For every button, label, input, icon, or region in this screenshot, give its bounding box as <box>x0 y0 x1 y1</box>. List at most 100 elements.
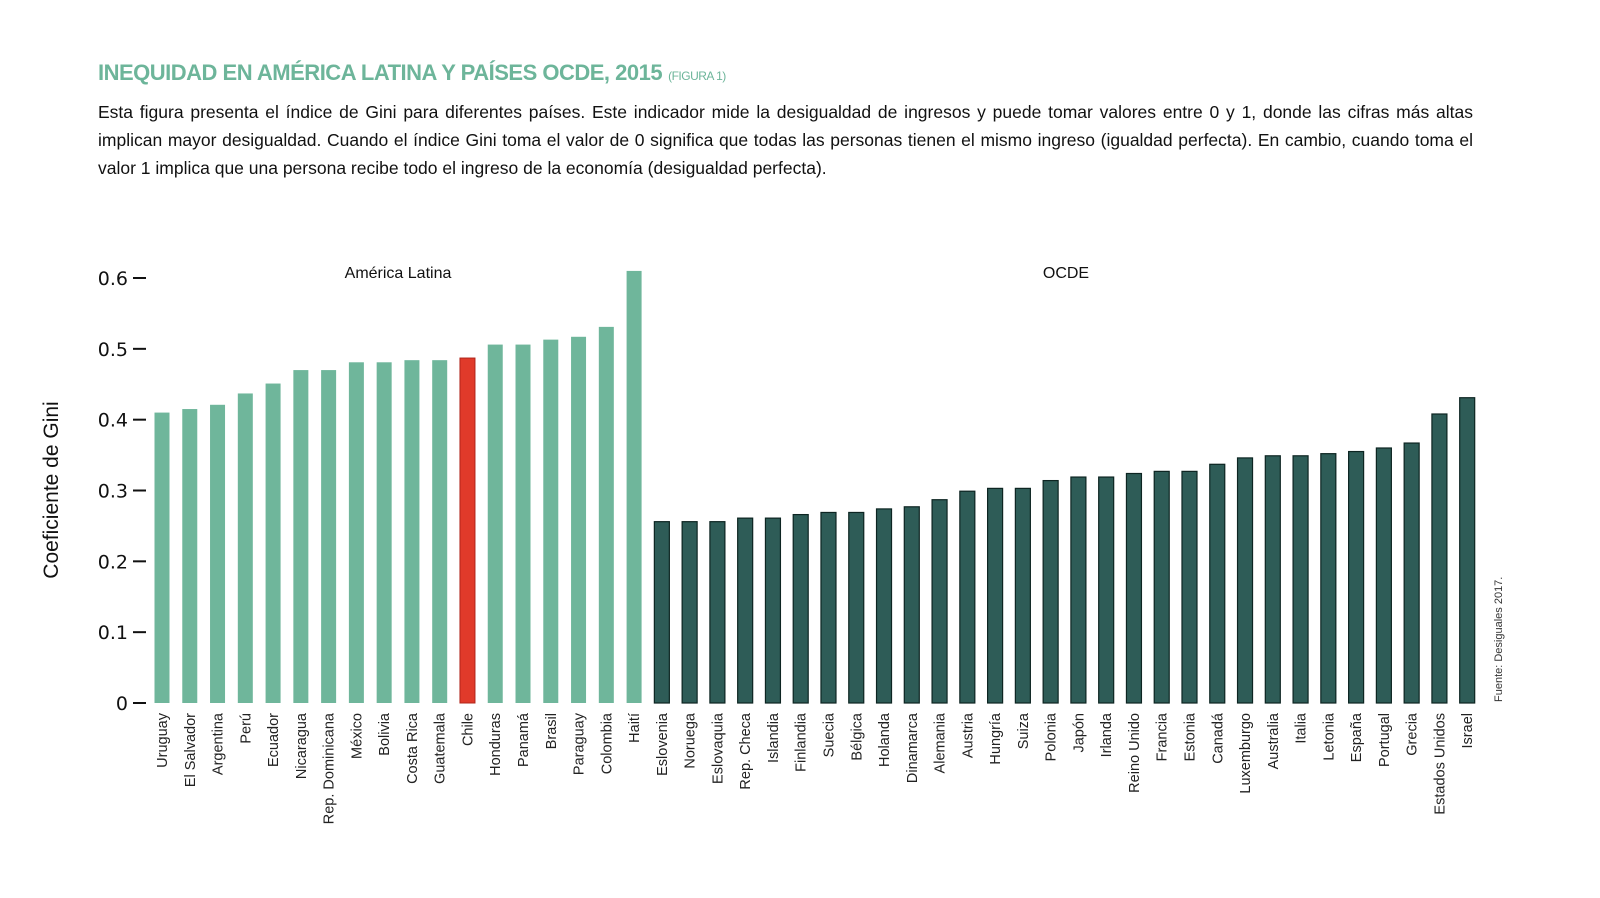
x-tick-label: Letonia <box>1321 712 1337 761</box>
x-tick-label: Japón <box>1071 713 1087 753</box>
x-tick-label: Canadá <box>1210 712 1226 764</box>
bar-islandia <box>764 517 782 704</box>
x-tick-label: Argentina <box>211 712 227 775</box>
x-tick-label: Polonia <box>1044 712 1060 761</box>
x-tick-label: Portugal <box>1377 713 1393 767</box>
x-tick-label: Bolivia <box>377 712 393 756</box>
bar-eslovaquia <box>709 521 726 704</box>
bar-argentina <box>210 404 226 703</box>
bar-reino-unido <box>1125 472 1143 704</box>
x-tick-label: Alemania <box>933 712 949 773</box>
bar-espa-a <box>1348 450 1365 704</box>
bar-dinamarca <box>903 506 920 704</box>
bar-rep-dominicana <box>321 370 337 703</box>
x-tick-label: Estados Unidos <box>1432 713 1448 815</box>
bar-estonia <box>1181 470 1198 704</box>
x-tick-label: Eslovaquia <box>710 712 726 784</box>
chart-title: INEQUIDAD EN AMÉRICA LATINA Y PAÍSES OCD… <box>98 60 726 86</box>
bar-honduras <box>487 344 503 703</box>
bar-australia <box>1264 455 1281 704</box>
bars <box>154 270 1476 704</box>
bar-francia <box>1153 470 1170 704</box>
bar-nicaragua <box>293 370 309 703</box>
x-tick-label: Chile <box>460 713 476 746</box>
x-tick-label: Brasil <box>544 713 560 749</box>
x-tick-label: Honduras <box>488 713 504 776</box>
x-tick-label: Eslovenia <box>655 712 671 776</box>
x-tick-label: Noruega <box>683 712 699 769</box>
group-label-ocde: OCDE <box>1043 265 1089 282</box>
x-tick-label: Perú <box>238 713 254 744</box>
x-tick-label: Nicaragua <box>294 712 310 779</box>
bar-chile <box>459 357 476 704</box>
bar-bolivia <box>376 362 392 703</box>
x-tick-label: Panamá <box>516 712 532 767</box>
x-tick-label: Austria <box>960 712 976 758</box>
x-axis-labels: Uruguay El Salvador Argentina Perú Ecuador Ni… <box>155 712 1476 824</box>
x-tick-label: Rep. Checa <box>738 712 754 790</box>
bar-suecia <box>820 511 837 704</box>
bar-hungr-a <box>986 487 1004 704</box>
x-tick-label: Paraguay <box>572 712 588 775</box>
bar-finlandia <box>792 513 809 704</box>
bar-grecia <box>1403 442 1420 704</box>
bar-estados-unidos <box>1431 413 1448 704</box>
x-tick-label: Israel <box>1460 713 1476 748</box>
x-tick-label: Italia <box>1294 712 1310 744</box>
bar-noruega <box>681 521 698 704</box>
x-tick-label: Bélgica <box>849 712 865 760</box>
bar-luxemburgo <box>1236 457 1254 704</box>
x-tick-label: Holanda <box>877 712 893 767</box>
x-tick-label: Luxemburgo <box>1238 713 1254 794</box>
bar-alemania <box>931 499 948 704</box>
bar-canad- <box>1209 463 1226 704</box>
bar-el-salvador <box>182 409 198 703</box>
x-tick-label: Haití <box>627 713 643 743</box>
bar-letonia <box>1320 453 1337 704</box>
x-tick-label: Estonia <box>1182 712 1198 761</box>
bar-irlanda <box>1098 476 1115 704</box>
x-tick-label: Rep. Dominicana <box>322 712 338 824</box>
bar-israel <box>1459 397 1476 704</box>
x-tick-label: Finlandia <box>794 712 810 772</box>
x-tick-label: Grecia <box>1405 712 1421 756</box>
bar-per- <box>237 393 253 703</box>
group-labels: América Latina OCDE <box>345 265 1089 282</box>
bar-hait- <box>626 270 642 703</box>
bar-jap-n <box>1070 476 1087 704</box>
x-tick-label: Islandia <box>766 712 782 763</box>
bar-panam- <box>515 344 531 703</box>
y-tick-label: 0.5 <box>98 339 128 361</box>
x-tick-label: Costa Rica <box>405 712 421 784</box>
bar-costa-rica <box>404 360 420 703</box>
bar-portugal <box>1375 447 1392 704</box>
bar-brasil <box>543 339 559 703</box>
figure-tag: (FIGURA 1) <box>668 69 726 83</box>
x-tick-label: Suecia <box>821 712 837 757</box>
y-tick-label: 0.3 <box>98 481 128 503</box>
y-axis: 0 0.1 0.2 0.3 0.4 0.5 0.6 <box>98 268 146 715</box>
bar-ecuador <box>265 383 281 703</box>
x-tick-label: México <box>349 713 365 759</box>
source-note: Fuente: Desiguales 2017. <box>1493 577 1505 702</box>
chart-description: Esta figura presenta el índice de Gini p… <box>98 102 1473 178</box>
bar-colombia <box>598 326 614 703</box>
x-tick-label: Uruguay <box>155 712 171 768</box>
group-label-america-latina: América Latina <box>345 265 452 282</box>
y-tick-label: 0 <box>116 693 128 715</box>
x-tick-label: Francia <box>1155 712 1171 761</box>
x-tick-label: Hungría <box>988 712 1004 765</box>
x-tick-label: Ecuador <box>266 713 282 767</box>
bar-italia <box>1292 455 1309 704</box>
x-tick-label: Suiza <box>1016 712 1032 749</box>
bar-b-lgica <box>848 511 865 704</box>
x-tick-label: Australia <box>1266 712 1282 769</box>
y-tick-label: 0.4 <box>98 410 128 432</box>
x-tick-label: Dinamarca <box>905 712 921 783</box>
bar-m-xico <box>348 362 364 703</box>
bar-guatemala <box>432 360 448 703</box>
x-tick-label: El Salvador <box>183 713 199 787</box>
y-tick-label: 0.2 <box>98 551 128 573</box>
x-tick-label: Irlanda <box>1099 712 1115 757</box>
